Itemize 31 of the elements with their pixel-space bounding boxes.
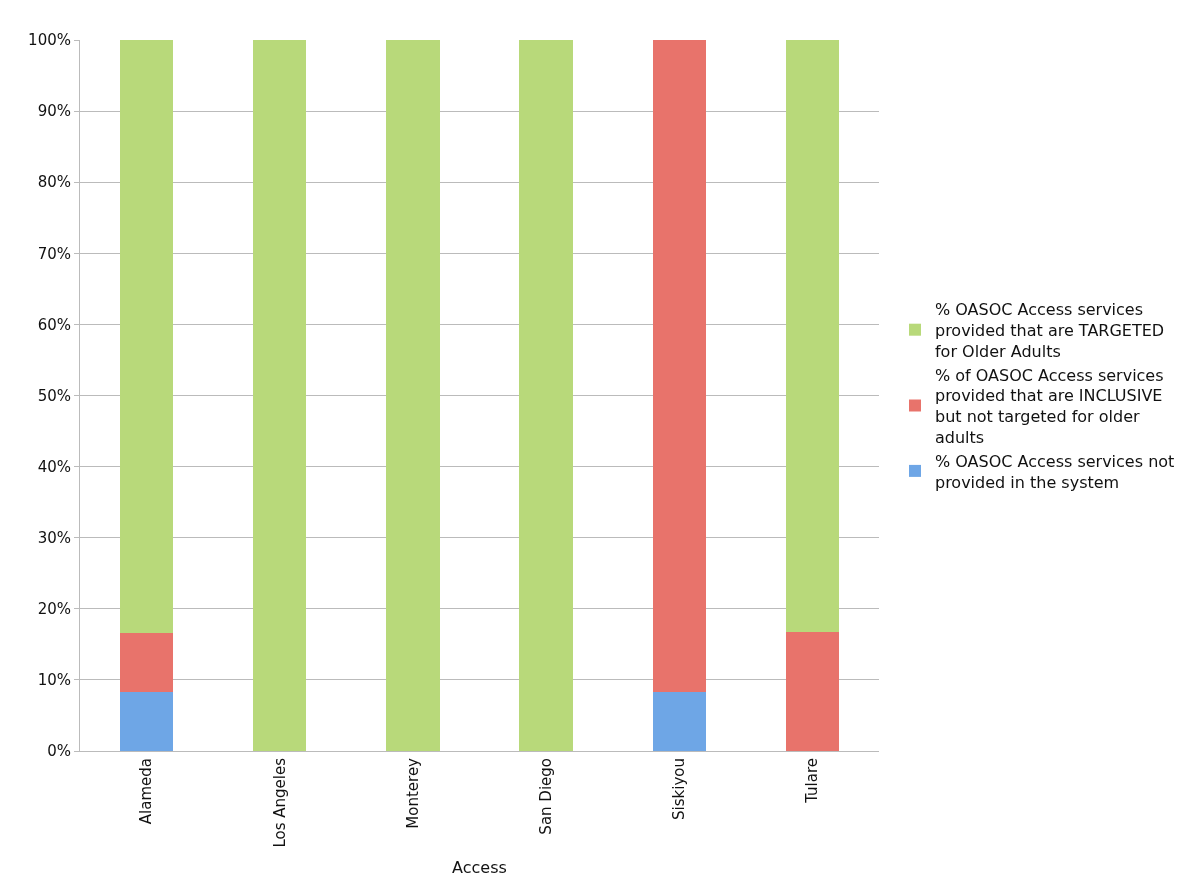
- legend-label: % OASOC Access services provided that are TARGETED for Older Adults: [934, 300, 1165, 361]
- y-tick-label: 60%: [37, 315, 71, 334]
- bar: [785, 632, 840, 751]
- y-tick-label: 40%: [37, 457, 71, 476]
- y-tick-label: 90%: [37, 102, 71, 121]
- bar: [652, 40, 706, 692]
- y-tick-label: 100%: [28, 31, 71, 50]
- legend-label: % of OASOC Access services provided that are INCLUSIVE but not targeted for older adults: [934, 365, 1164, 447]
- y-tick-label: 70%: [37, 244, 71, 263]
- bar: [386, 40, 440, 751]
- y-tick-label: 10%: [37, 671, 71, 690]
- y-tick-label: 0%: [47, 742, 71, 761]
- x-tick-label: Los Angeles: [270, 757, 289, 848]
- x-tick-label: Monterey: [403, 757, 422, 829]
- y-tick-label: 80%: [37, 173, 71, 192]
- y-tick-label: 50%: [37, 386, 71, 405]
- x-tick-label: Alameda: [137, 758, 156, 825]
- bar: [785, 40, 840, 633]
- x-tick-label: Siskiyou: [670, 758, 689, 820]
- bar: [119, 691, 174, 751]
- bar: [652, 691, 706, 751]
- x-axis-title: Access: [452, 858, 507, 878]
- y-tick-label: 30%: [37, 528, 71, 547]
- legend-label: % OASOC Access services not provided in the system: [934, 451, 1175, 492]
- bar: [519, 40, 573, 751]
- bar: [119, 632, 174, 692]
- bar: [119, 40, 174, 633]
- x-tick-label: Tulare: [803, 758, 822, 804]
- bar: [253, 40, 307, 751]
- y-tick-label: 20%: [37, 600, 71, 619]
- x-tick-label: San Diego: [536, 758, 555, 835]
